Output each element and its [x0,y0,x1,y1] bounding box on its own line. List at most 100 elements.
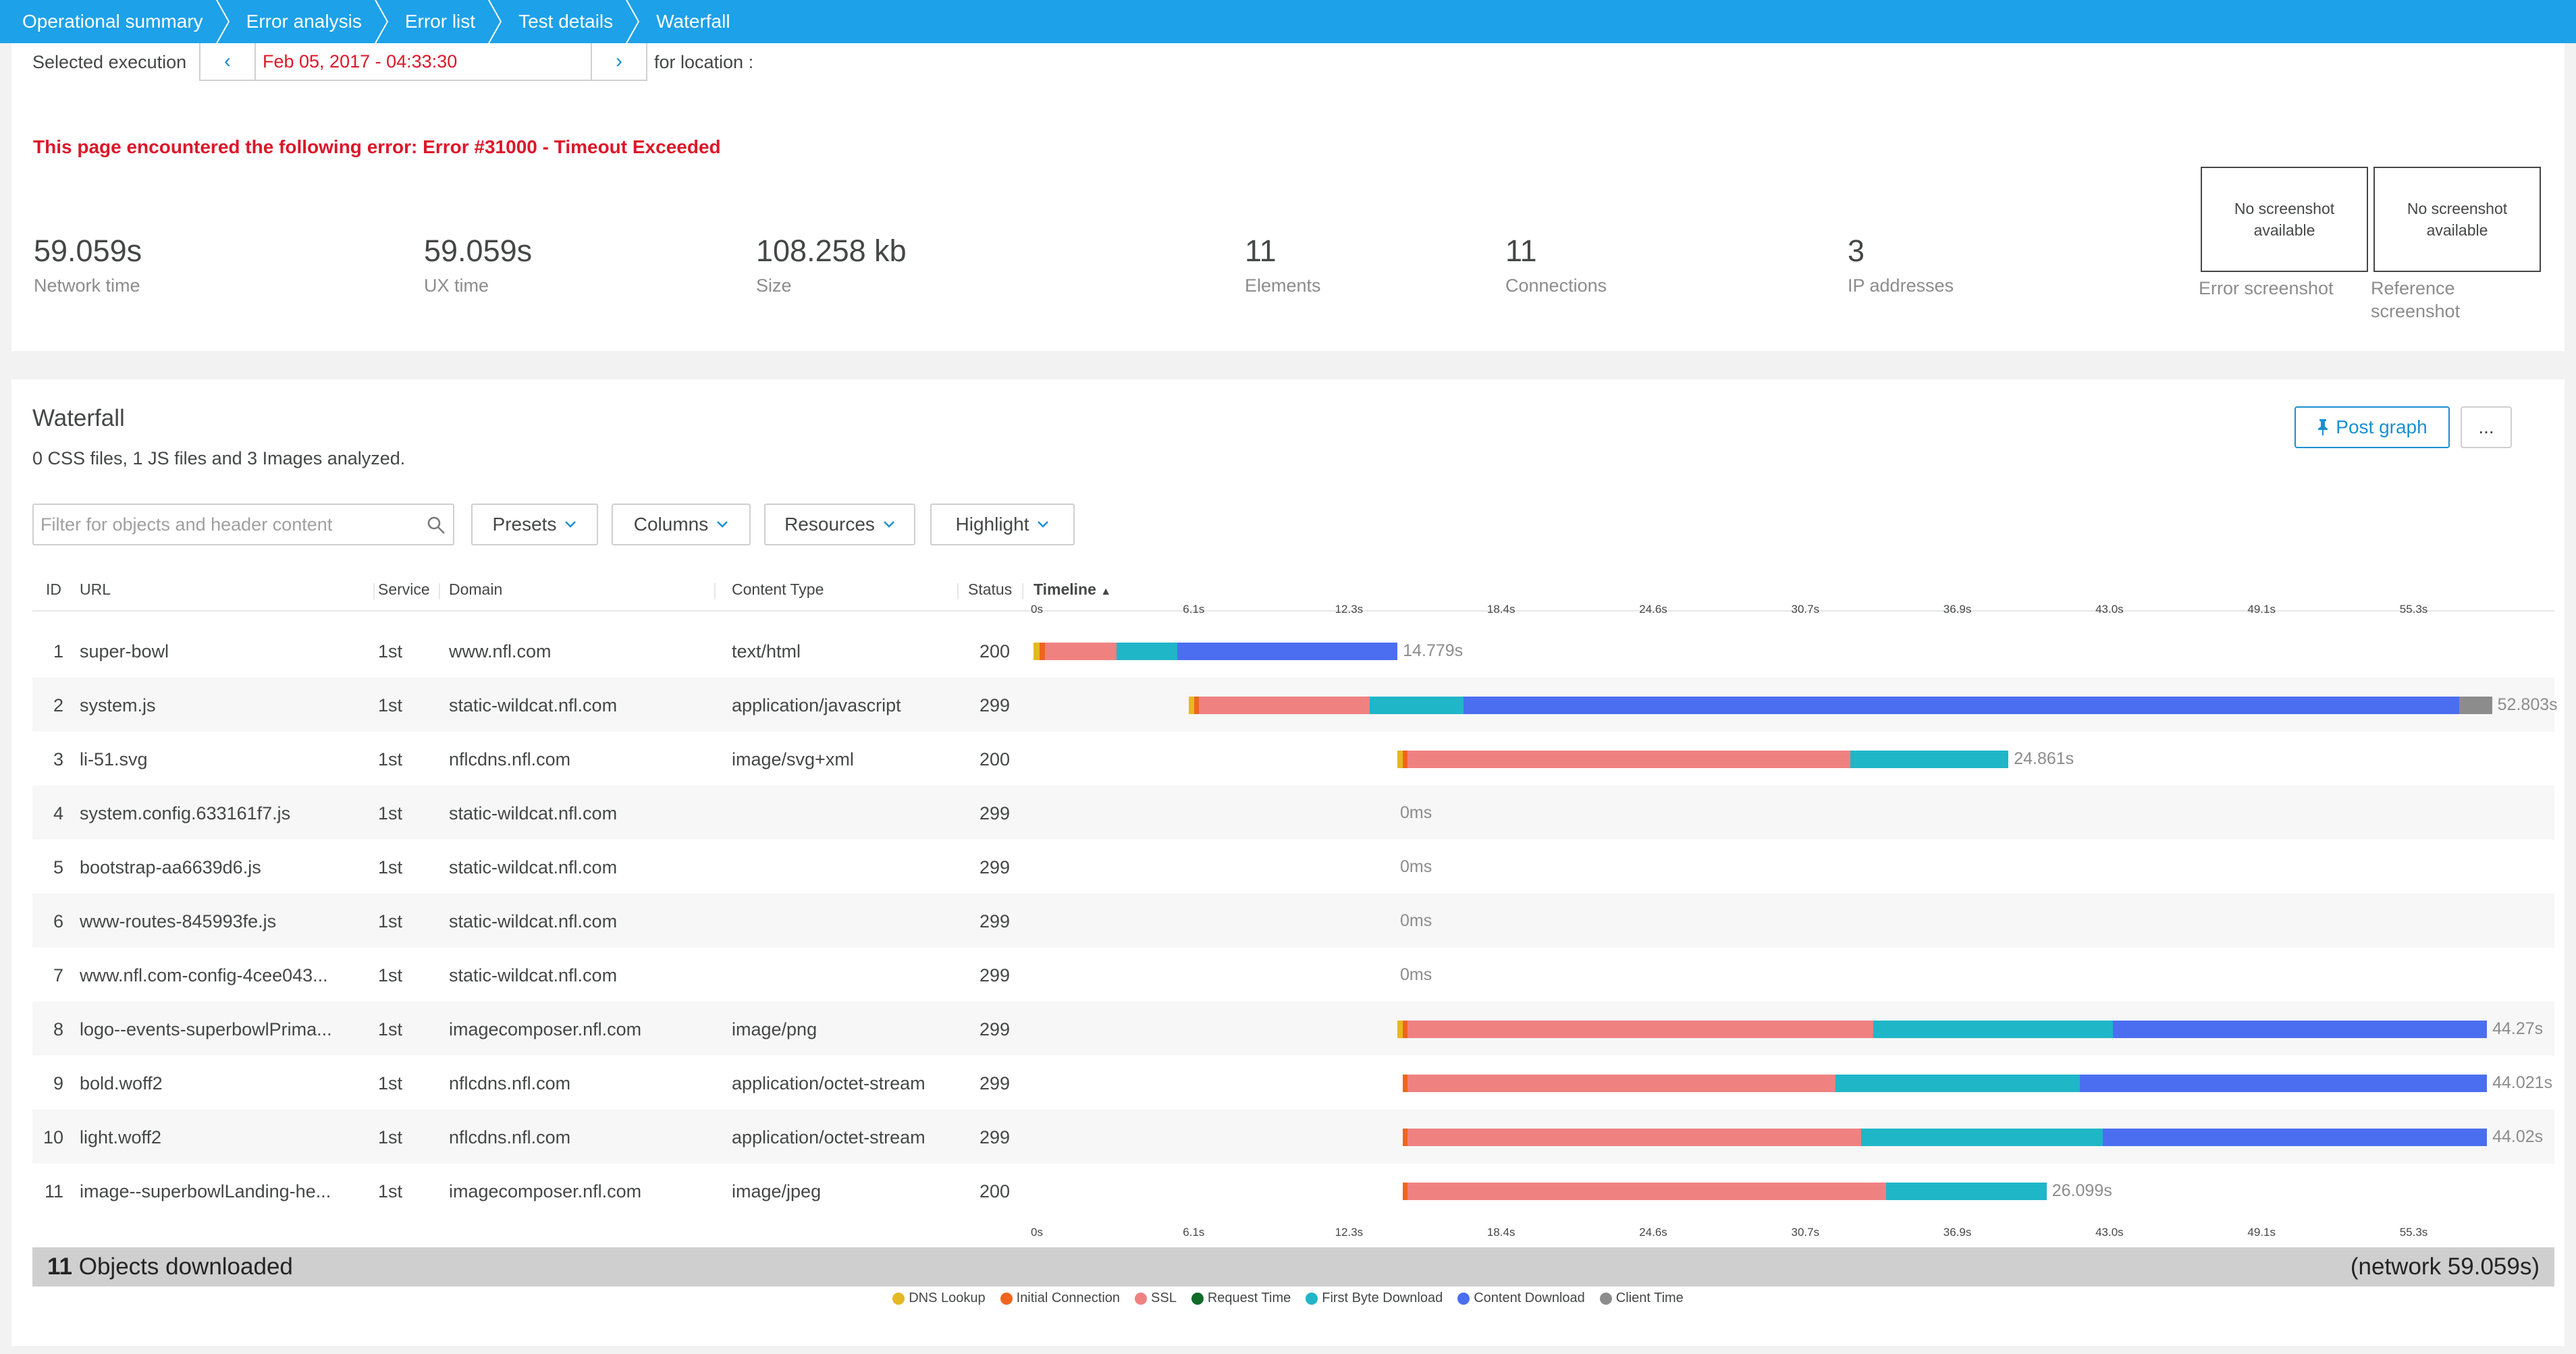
breadcrumb-test-details[interactable]: Test details [495,0,640,43]
table-row[interactable]: 6 www-routes-845993fe.js 1st static-wildcat… [32,894,2554,948]
timeline-segment-connect[interactable] [1402,1129,1408,1146]
metric-value: 3 [1848,234,1865,268]
timeline-segment-content[interactable] [1177,643,1398,660]
row-url[interactable]: bold.woff2 [80,1073,163,1093]
timeline-segment-ssl[interactable] [1044,643,1117,660]
timeline-segment-content[interactable] [2102,1129,2488,1146]
timeline-segment-connect[interactable] [1402,1183,1408,1200]
timeline-segment-connect[interactable] [1402,1075,1408,1092]
row-url[interactable]: www.nfl.com-config-4cee043... [80,965,328,985]
legend-label: DNS Lookup [909,1291,986,1305]
columns-dropdown[interactable]: Columns [612,504,751,545]
timeline-segment-connect[interactable] [1040,643,1045,660]
timeline-segment-content[interactable] [1464,697,2459,714]
error-screenshot-placeholder[interactable]: No screenshot available [2201,167,2368,272]
timeline-segment-dns[interactable] [1189,697,1194,714]
timeline-segment-ssl[interactable] [1407,1021,1874,1038]
timeline-segment-first-byte[interactable] [1873,1021,2113,1038]
row-url[interactable]: super-bowl [80,641,169,661]
timeline-tick-label: 30.7s [1791,1226,1820,1239]
execution-date-value[interactable]: Feb 05, 2017 - 04:33:30 [254,43,592,80]
row-url[interactable]: www-routes-845993fe.js [80,911,277,931]
execution-date-picker: ‹ Feb 05, 2017 - 04:33:30 › [199,43,647,81]
table-row[interactable]: 1 super-bowl 1st www.nfl.com text/html 200 14.… [32,624,2554,678]
metric-label: IP addresses [1848,275,1954,296]
breadcrumb-operational-summary[interactable]: Operational summary [0,0,230,43]
breadcrumb-waterfall[interactable]: Waterfall [633,0,750,43]
timeline-segment-client[interactable] [2459,697,2492,714]
timeline-segment-first-byte[interactable] [1369,697,1464,714]
table-row[interactable]: 11 image--superbowlLanding-he... 1st imagec… [32,1164,2554,1218]
row-domain: nflcdns.nfl.com [449,1127,571,1147]
table-row[interactable]: 2 system.js 1st static-wildcat.nfl.com appli… [32,678,2558,732]
table-row[interactable]: 7 www.nfl.com-config-4cee043... 1st static-… [32,948,2554,1002]
timeline-segment-first-byte[interactable] [1886,1183,2047,1200]
timeline-segment-connect[interactable] [1402,751,1408,768]
objects-downloaded: 11 Objects downloaded [47,1253,293,1280]
timeline-segment-dns[interactable] [1397,751,1403,768]
reference-screenshot-placeholder[interactable]: No screenshot available [2373,167,2541,272]
waterfall-subtitle: 0 CSS files, 1 JS files and 3 Images ana… [32,448,406,468]
column-header-url[interactable]: URL [80,580,111,598]
legend-item-client: Client Time [1599,1291,1684,1306]
metric-ip-addresses: 3 IP addresses [1848,236,1954,296]
resources-dropdown[interactable]: Resources [764,504,915,545]
row-url[interactable]: bootstrap-aa6639d6.js [80,857,261,877]
presets-dropdown[interactable]: Presets [471,504,598,545]
column-header-id[interactable]: ID [46,580,61,598]
column-header-service[interactable]: Service [378,580,430,598]
row-url[interactable]: system.config.633161f7.js [80,803,291,823]
timeline-segment-content[interactable] [2079,1075,2488,1092]
metric-elements: 11 Elements [1245,236,1321,296]
filter-input[interactable] [34,514,412,535]
timeline-segment-first-byte[interactable] [1850,751,2009,768]
column-header-domain[interactable]: Domain [449,580,503,598]
highlight-dropdown[interactable]: Highlight [930,504,1075,545]
table-row[interactable]: 9 bold.woff2 1st nflcdns.nfl.com application… [32,1056,2554,1110]
row-content-type: text/html [732,641,801,661]
column-header-content-type[interactable]: Content Type [732,580,824,598]
timeline-segment-content[interactable] [2112,1021,2488,1038]
chevron-left-icon: ‹ [224,50,231,72]
row-status: 299 [979,965,1010,985]
column-header-timeline[interactable]: Timeline ▲ [1034,580,1111,599]
column-header-status[interactable]: Status [968,580,1013,598]
breadcrumb-error-list[interactable]: Error list [382,0,502,43]
timeline-segment-first-byte[interactable] [1116,643,1178,660]
row-domain: imagecomposer.nfl.com [449,1019,642,1039]
timeline-segment-first-byte[interactable] [1860,1129,2103,1146]
table-row[interactable]: 5 bootstrap-aa6639d6.js 1st static-wildcat.… [32,840,2554,894]
row-url[interactable]: image--superbowlLanding-he... [80,1181,331,1201]
breadcrumb-label: Error analysis [246,11,362,32]
row-url[interactable]: li-51.svg [80,749,148,769]
summary-card: Selected execution ‹ Feb 05, 2017 - 04:3… [11,43,2565,351]
timeline-segment-ssl[interactable] [1199,697,1370,714]
post-graph-button[interactable]: Post graph [2295,406,2450,448]
previous-execution-button[interactable]: ‹ [200,43,254,80]
timeline-segment-first-byte[interactable] [1835,1075,2080,1092]
timeline-segment-connect[interactable] [1402,1021,1408,1038]
timeline-segment-connect[interactable] [1193,697,1200,714]
row-url[interactable]: logo--events-superbowlPrima... [80,1019,332,1039]
timeline-segment-ssl[interactable] [1407,1129,1861,1146]
more-options-button[interactable]: ... [2461,406,2512,448]
timeline-segment-dns[interactable] [1397,1021,1403,1038]
table-row[interactable]: 8 logo--events-superbowlPrima... 1st imagec… [32,1002,2554,1056]
timeline-segment-ssl[interactable] [1407,1183,1887,1200]
table-row[interactable]: 10 light.woff2 1st nflcdns.nfl.com applicati… [32,1110,2554,1164]
timeline-segment-ssl[interactable] [1407,1075,1835,1092]
table-row[interactable]: 3 li-51.svg 1st nflcdns.nfl.com image/svg+xm… [32,732,2554,786]
row-url[interactable]: system.js [80,695,156,715]
timeline-tick-label: 18.4s [1486,603,1515,616]
breadcrumb-error-analysis[interactable]: Error analysis [223,0,388,43]
timeline-segment-ssl[interactable] [1407,751,1851,768]
row-url[interactable]: light.woff2 [80,1127,162,1147]
breadcrumb-label: Test details [518,11,614,32]
legend-label: First Byte Download [1322,1291,1443,1305]
metric-value: 11 [1245,234,1277,268]
timeline-segment-dns[interactable] [1034,643,1040,660]
table-row[interactable]: 4 system.config.633161f7.js 1st static-wild… [32,786,2554,840]
breadcrumb-label: Error list [404,11,476,32]
next-execution-button[interactable]: › [592,43,646,80]
breadcrumb-label: Waterfall [656,11,730,32]
